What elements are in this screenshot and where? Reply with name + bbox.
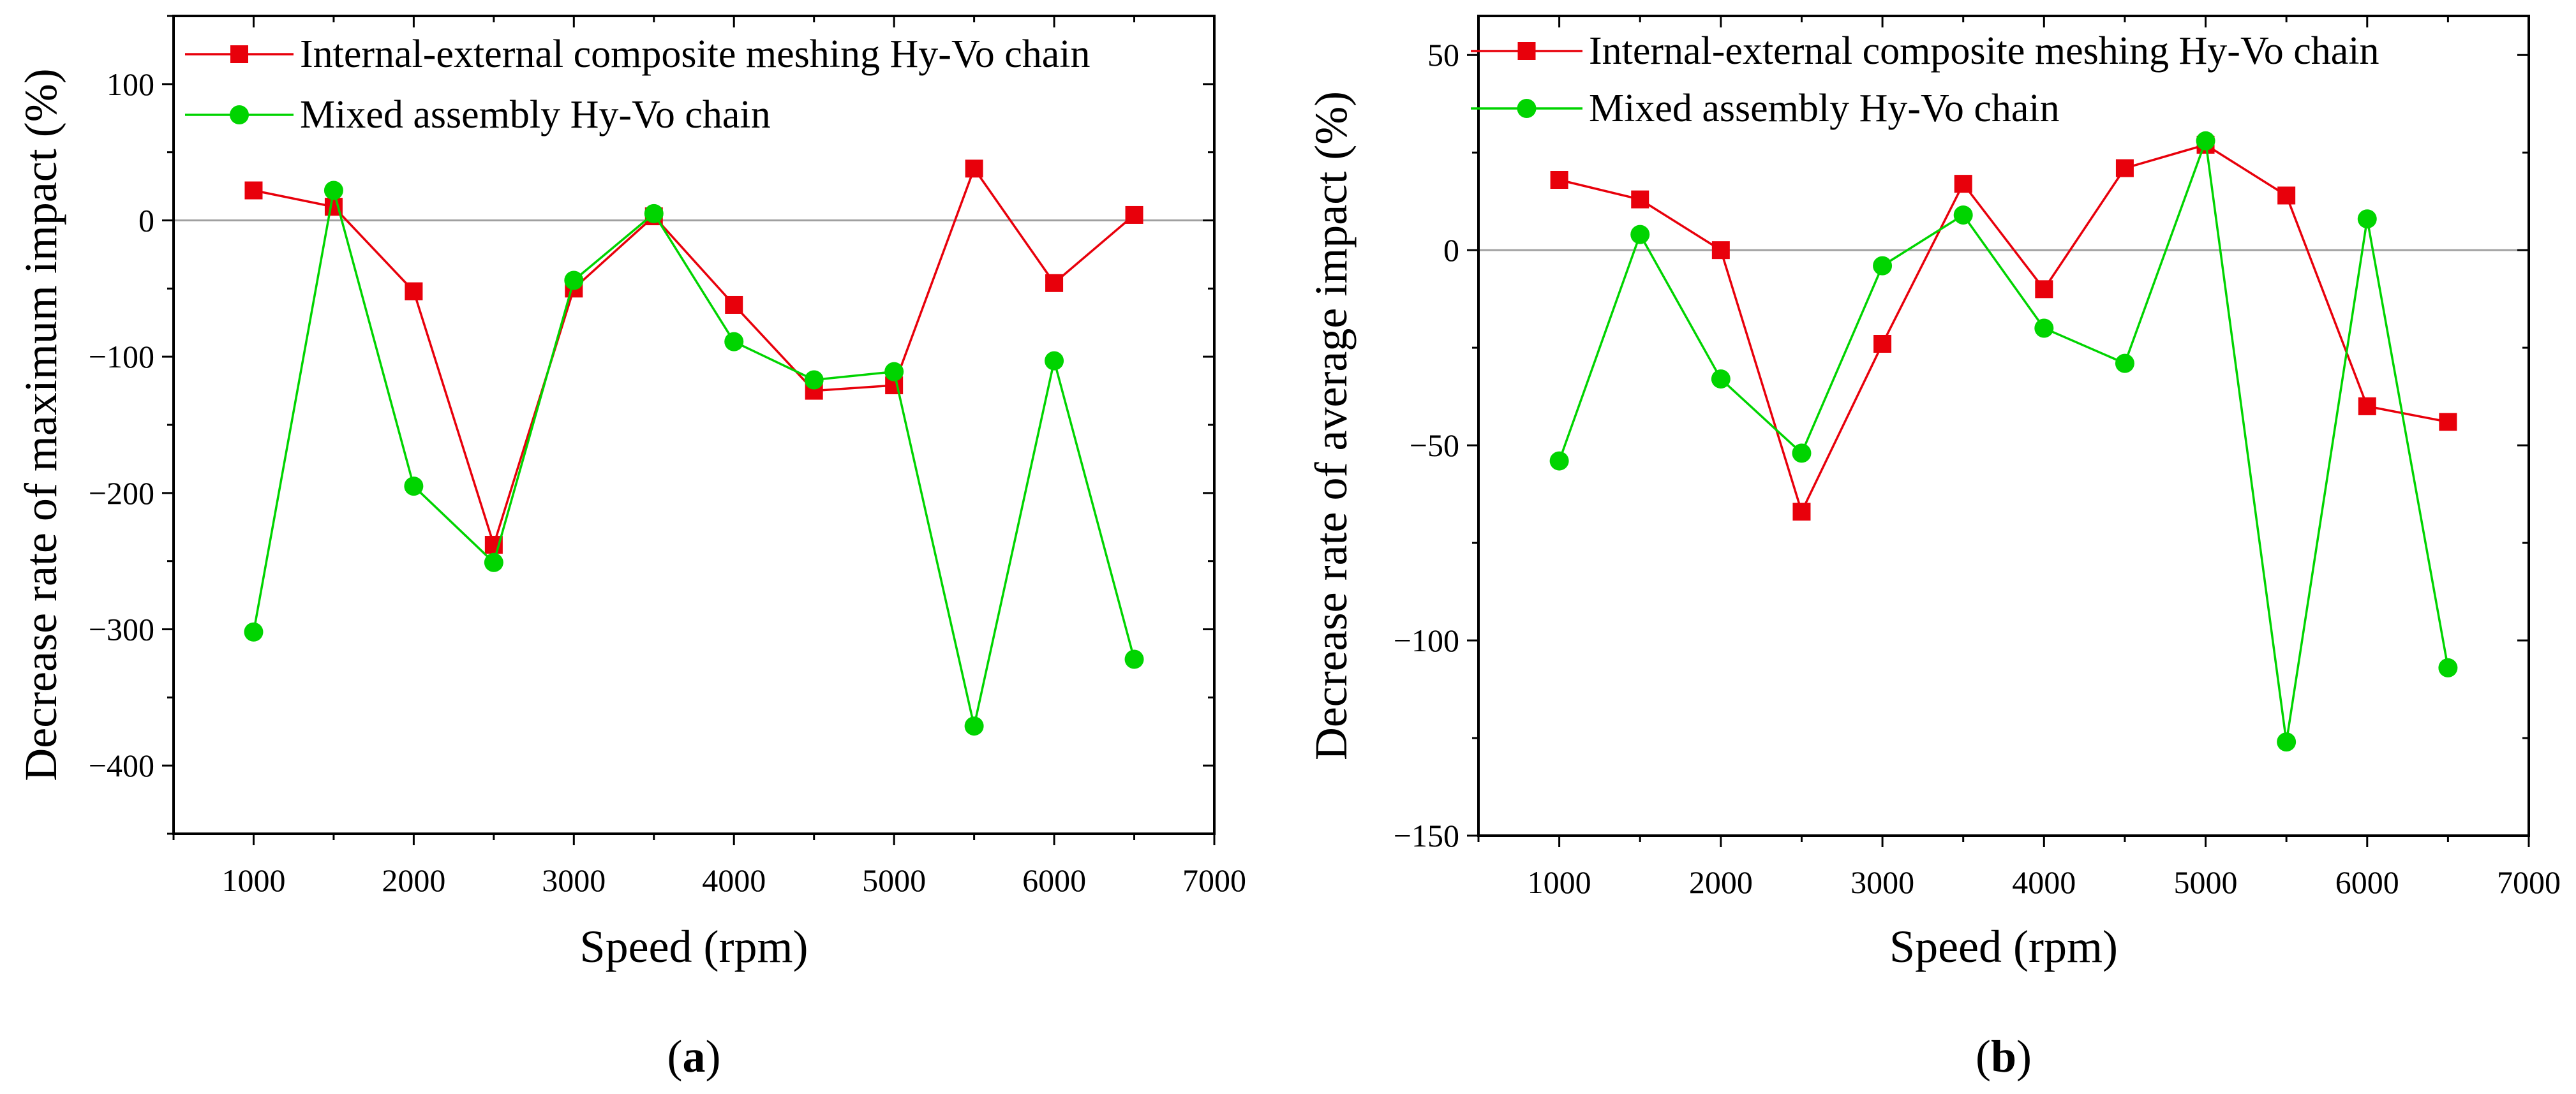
panel-label: (a) [667, 1031, 721, 1082]
data-point-square [1954, 175, 1972, 193]
y-tick-label: 50 [1427, 37, 1459, 73]
data-point-square [405, 282, 423, 300]
plot-frame [172, 15, 1216, 835]
data-point-square [1550, 171, 1568, 189]
data-point-circle [1124, 649, 1144, 669]
data-point-circle [724, 332, 744, 351]
data-point-circle [1792, 443, 1812, 463]
x-tick-label: 5000 [862, 862, 926, 898]
data-point-circle [2438, 658, 2458, 677]
data-point-square [1631, 190, 1649, 209]
y-tick-label: −300 [89, 612, 154, 647]
data-point-square [1711, 241, 1730, 260]
data-point-circle [564, 270, 584, 290]
data-point-circle [1953, 205, 1973, 225]
y-tick-label: 0 [138, 203, 154, 239]
x-tick-label: 4000 [702, 862, 766, 898]
data-point-square [1125, 205, 1143, 224]
data-point-square [2035, 280, 2053, 299]
data-point-circle [2115, 353, 2134, 373]
data-point-circle [1711, 369, 1731, 389]
x-tick-label: 1000 [221, 862, 285, 898]
data-point-circle [2357, 209, 2377, 229]
data-point-square [2277, 186, 2296, 205]
series-line-mixed-assembly [252, 190, 1136, 727]
y-tick-label: −400 [89, 748, 154, 783]
data-point-circle [644, 203, 664, 223]
legend-marker-square [230, 45, 248, 63]
y-tick-label: 0 [1443, 232, 1459, 268]
y-axis-title: Decrease rate of average impact (%) [1306, 91, 1357, 760]
data-point-square [244, 181, 263, 200]
chart-panel-b: 1000 2000 3000 4000 5000 6000 7000 −150 −100 −50 0… [1306, 15, 2561, 1082]
x-tick-label: 2000 [1689, 864, 1753, 900]
data-point-circle [484, 552, 503, 572]
y-tick-label: −200 [89, 475, 154, 511]
data-point-circle [1045, 351, 1064, 371]
y-tick-label: −50 [1410, 427, 1459, 463]
x-tick-label: 6000 [2335, 864, 2399, 900]
legend-label: Mixed assembly Hy-Vo chain [300, 93, 771, 137]
x-tick-label: 3000 [542, 862, 606, 898]
data-point-circle [2196, 131, 2215, 151]
legend-marker-circle [1517, 99, 1537, 118]
series-line-composite-meshing [1559, 144, 2448, 515]
data-point-square [965, 159, 983, 178]
panel-letter: b [1991, 1031, 2016, 1082]
y-tick-label: −150 [1394, 818, 1459, 854]
y-tick-label: −100 [89, 339, 154, 374]
data-point-circle [1549, 451, 1569, 471]
x-tick-label: 3000 [1850, 864, 1914, 900]
panel-label: (b) [1976, 1031, 2032, 1082]
data-point-square [1045, 274, 1064, 292]
x-tick-label: 7000 [2497, 864, 2561, 900]
data-point-square [2439, 413, 2457, 431]
data-point-square [1792, 503, 1811, 521]
x-axis-title: Speed (rpm) [580, 921, 808, 972]
data-point-square [725, 295, 743, 314]
y-tick-label: −100 [1394, 623, 1459, 658]
data-point-circle [2277, 732, 2297, 752]
legend-label: Internal-external composite meshing Hy-V… [300, 33, 1091, 76]
x-axis-title: Speed (rpm) [1889, 921, 2118, 972]
data-point-circle [2034, 318, 2054, 338]
chart-panel-a: 1000 2000 3000 4000 5000 6000 7000−400−300−200… [15, 15, 1246, 1082]
data-point-circle [404, 477, 424, 496]
x-tick-label: 2000 [382, 862, 445, 898]
y-axis-title: Decrease rate of maximum impact (%) [15, 68, 66, 781]
plot-frame [1477, 15, 2530, 837]
series-line-composite-meshing [253, 166, 1135, 549]
x-tick-label: 1000 [1528, 864, 1591, 900]
x-tick-label: 7000 [1182, 862, 1246, 898]
y-tick-label: 100 [107, 66, 154, 102]
data-point-circle [884, 362, 904, 381]
data-point-square [1873, 335, 1892, 353]
legend-label: Internal-external composite meshing Hy-V… [1589, 29, 2379, 73]
legend-marker-circle [230, 105, 249, 124]
data-point-circle [1630, 225, 1650, 244]
x-tick-label: 6000 [1022, 862, 1086, 898]
legend-label: Mixed assembly Hy-Vo chain [1589, 87, 2060, 130]
data-point-circle [324, 181, 343, 200]
data-point-circle [964, 716, 984, 736]
legend-marker-square [1517, 42, 1536, 60]
x-tick-label: 4000 [2012, 864, 2076, 900]
data-point-square [2358, 397, 2376, 415]
data-point-circle [804, 370, 824, 390]
data-point-square [2115, 159, 2134, 177]
data-point-circle [1873, 256, 1893, 276]
data-point-circle [244, 622, 264, 642]
panel-letter: a [683, 1031, 706, 1082]
series-line-mixed-assembly [1558, 140, 2450, 743]
x-tick-label: 5000 [2174, 864, 2238, 900]
